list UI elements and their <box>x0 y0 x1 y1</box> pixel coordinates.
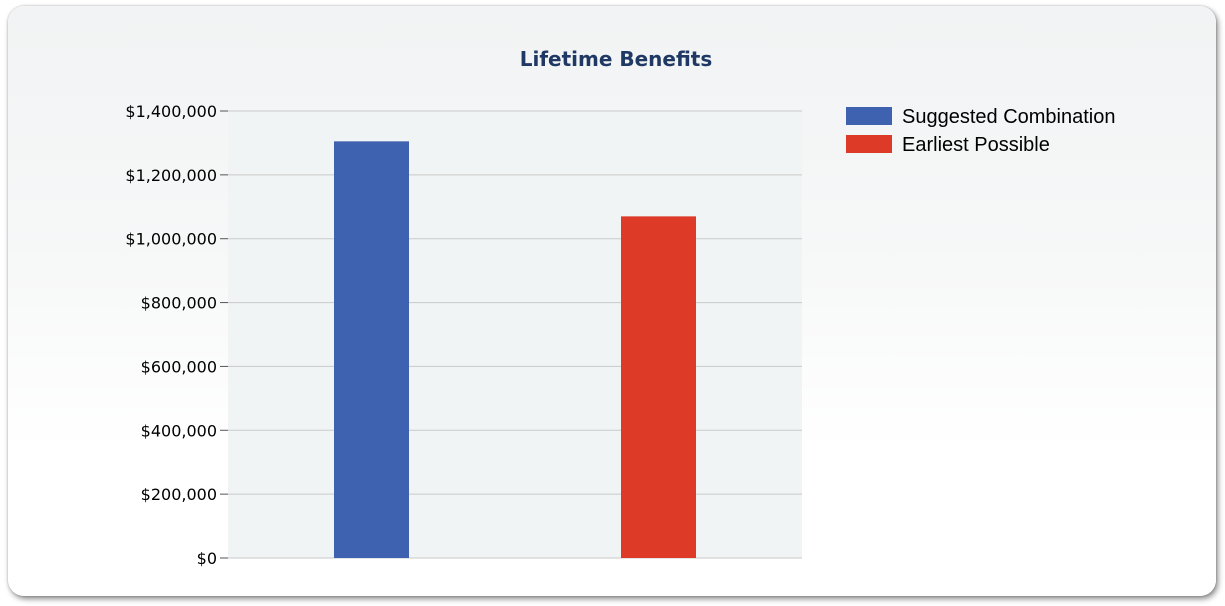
grid-lines <box>228 110 802 559</box>
y-tick-label: $400,000 <box>141 421 217 440</box>
legend-swatch <box>846 107 892 125</box>
bars <box>334 141 696 558</box>
y-tick-label: $1,000,000 <box>125 230 217 249</box>
legend-label: Earliest Possible <box>902 134 1050 156</box>
y-tick-label: $1,200,000 <box>125 166 217 185</box>
legend-swatch <box>846 135 892 153</box>
chart-title: Lifetime Benefits <box>520 47 713 71</box>
legend: Suggested Combination Earliest Possible <box>846 106 1115 156</box>
y-tick-label: $1,400,000 <box>125 102 217 121</box>
bar-earliest-possible[interactable] <box>621 216 696 558</box>
legend-label: Suggested Combination <box>902 106 1115 128</box>
y-tick-label: $200,000 <box>141 485 217 504</box>
y-axis: $0 $200,000 $400,000 $600,000 $800,000 $1,000… <box>125 102 228 568</box>
y-tick-label: $600,000 <box>141 357 217 376</box>
y-tick-label: $0 <box>197 549 217 568</box>
plot-area <box>228 111 802 558</box>
y-tick-label: $800,000 <box>141 294 217 313</box>
lifetime-benefits-chart: $0 $200,000 $400,000 $600,000 $800,000 $1,000… <box>125 47 1115 568</box>
bar-suggested-combination[interactable] <box>334 141 409 558</box>
chart-card: $0 $200,000 $400,000 $600,000 $800,000 $1,000… <box>8 6 1216 596</box>
